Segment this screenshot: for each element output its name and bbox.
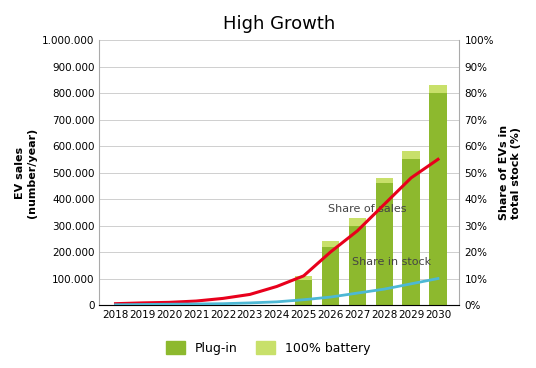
Bar: [429, 85, 446, 305]
Bar: [348, 226, 366, 305]
Y-axis label: Share of EVs in
total stock (%): Share of EVs in total stock (%): [500, 125, 521, 220]
Legend: Plug-in, 100% battery: Plug-in, 100% battery: [161, 336, 375, 360]
Y-axis label: EV sales
(number/year): EV sales (number/year): [15, 127, 36, 218]
Bar: [295, 276, 312, 305]
Bar: [429, 93, 446, 305]
Bar: [348, 217, 366, 305]
Bar: [322, 241, 339, 305]
Bar: [403, 151, 420, 305]
Bar: [403, 159, 420, 305]
Bar: [295, 280, 312, 305]
Bar: [322, 247, 339, 305]
Title: High Growth: High Growth: [224, 15, 336, 33]
Bar: [376, 183, 393, 305]
Bar: [376, 178, 393, 305]
Text: Share in stock: Share in stock: [352, 257, 431, 267]
Text: Share of sales: Share of sales: [328, 204, 406, 214]
